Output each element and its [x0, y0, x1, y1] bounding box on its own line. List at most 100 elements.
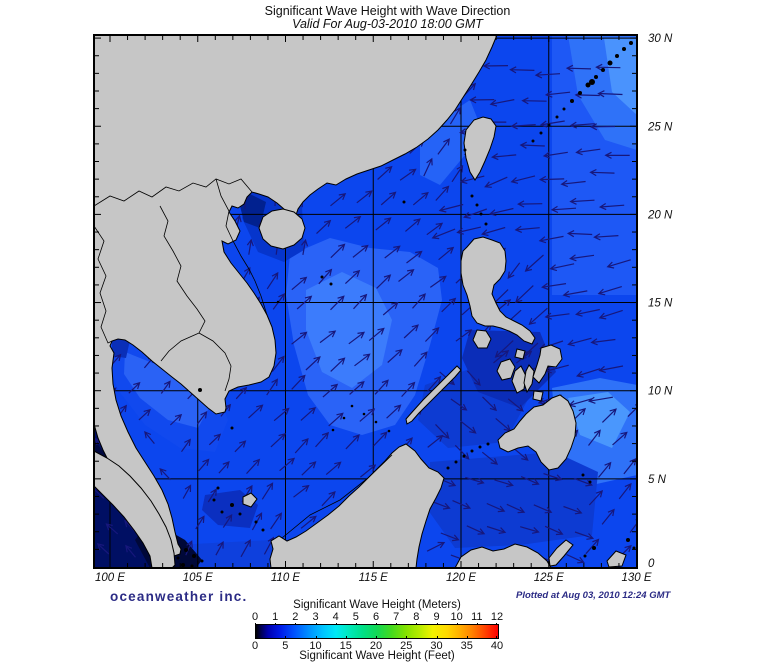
island-speck [594, 75, 598, 79]
colorbar-meters-value: 8 [413, 611, 420, 623]
lon-tick-label: 110 E [271, 572, 301, 584]
wave-arrow [449, 106, 461, 125]
colorbar-meters-value: 0 [251, 611, 259, 623]
wave-arrow [585, 538, 600, 555]
wave-arrow [612, 431, 628, 446]
wave-arrow [198, 458, 210, 472]
wave-arrow [359, 408, 376, 422]
colorbar-feet-value: 30 [430, 640, 443, 652]
lon-tick-label: 115 E [359, 572, 389, 584]
lon-tick-label: 105 E [183, 572, 213, 584]
wave-arrow [344, 269, 361, 285]
wave-arrow [377, 165, 393, 180]
wave-arrow [427, 434, 444, 448]
wave-arrow [271, 355, 285, 372]
wave-arrow [261, 482, 274, 500]
island-speck [486, 442, 490, 446]
colorbar-tick [406, 636, 408, 639]
wave-arrow [330, 243, 346, 259]
island-speck [212, 498, 216, 502]
wave-arrow [291, 374, 306, 390]
wave-arrow [510, 175, 536, 184]
colorbar-tick [315, 636, 317, 639]
wave-arrow [480, 226, 506, 237]
wave-arrow [316, 219, 332, 235]
wave-arrow [466, 370, 481, 386]
island-speck [454, 460, 458, 464]
wave-arrow [240, 539, 251, 558]
colorbar-tick [466, 636, 468, 639]
wave-arrow [465, 476, 485, 485]
colorbar-meters-value: 2 [292, 611, 299, 623]
wave-arrow [521, 97, 547, 105]
wave-arrow [207, 488, 217, 503]
wave-arrow [466, 525, 486, 535]
island-speck [181, 563, 185, 567]
wave-arrow [348, 331, 366, 345]
wave-arrow [438, 246, 455, 261]
colorbar-feet-value: 10 [309, 640, 322, 652]
wave-arrow [520, 526, 540, 534]
wave-arrow [270, 433, 286, 448]
island-speck [331, 428, 335, 432]
colorbar-meters-value: 9 [433, 611, 440, 623]
wave-arrow [354, 353, 371, 367]
island-speck [362, 412, 366, 416]
colorbar-tick [255, 636, 256, 639]
wave-arrow [185, 540, 193, 556]
colorbar-feet-value: 0 [251, 640, 259, 652]
wave-arrow [456, 226, 482, 235]
wave-arrow [325, 461, 342, 476]
wave-arrow [266, 271, 279, 290]
wave-arrow [318, 268, 333, 285]
wave-arrow [567, 337, 592, 347]
colorbar-meters-value: 3 [312, 611, 319, 623]
island-speck [220, 510, 224, 514]
wave-arrow [208, 433, 222, 446]
island-speck [592, 546, 596, 550]
island-speck [190, 564, 194, 568]
wave-arrow [301, 461, 317, 476]
island-speck [184, 548, 188, 552]
colorbar-feet-value: 40 [490, 640, 504, 652]
island-speck [539, 131, 543, 135]
wave-arrow [423, 157, 433, 177]
island-speck [192, 554, 196, 558]
wave-arrow [235, 386, 248, 400]
wave-arrow [360, 464, 377, 478]
island-speck [329, 282, 333, 286]
island-speck [601, 68, 605, 72]
island-speck [463, 148, 467, 152]
wave-arrow [469, 96, 495, 104]
island-speck [216, 486, 220, 490]
wave-arrow [169, 413, 183, 426]
wave-arrow [491, 153, 517, 161]
wave-arrow [451, 164, 464, 183]
wave-arrow [330, 295, 345, 311]
wave-arrow [566, 230, 593, 238]
wave-arrow [589, 168, 615, 177]
wave-arrow [538, 175, 565, 184]
longitude-labels: 100 E 105 E 110 E 115 E 120 E 125 E 130 E [95, 572, 652, 584]
wave-arrow [429, 275, 447, 288]
wave-arrow [514, 285, 534, 303]
land-hainan [258, 208, 306, 250]
wave-arrow [387, 348, 403, 363]
wave-arrow [601, 508, 615, 525]
island-speck [276, 300, 280, 304]
wave-arrow [291, 331, 308, 345]
wave-arrow [195, 515, 205, 530]
land-mindanao [497, 394, 577, 471]
wave-arrow [542, 151, 568, 159]
wave-arrow [279, 457, 296, 472]
wave-arrow [386, 404, 402, 419]
island-speck [475, 203, 479, 207]
wave-arrow [595, 63, 621, 71]
wave-arrow [566, 553, 585, 564]
wave-arrow [598, 365, 624, 373]
island-speck [570, 99, 574, 103]
wave-arrow [182, 484, 192, 499]
island-speck [446, 466, 450, 470]
wave-arrow [384, 245, 401, 259]
wave-arrow [593, 233, 619, 241]
